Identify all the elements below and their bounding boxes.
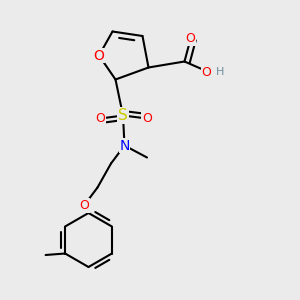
Text: O: O <box>79 199 89 212</box>
Text: O: O <box>96 112 105 125</box>
Text: N: N <box>119 139 130 152</box>
Text: O: O <box>186 32 195 46</box>
Text: O: O <box>94 49 104 62</box>
Text: S: S <box>118 108 128 123</box>
Text: O: O <box>142 112 152 125</box>
Text: O: O <box>202 65 212 79</box>
Text: H: H <box>216 67 224 77</box>
